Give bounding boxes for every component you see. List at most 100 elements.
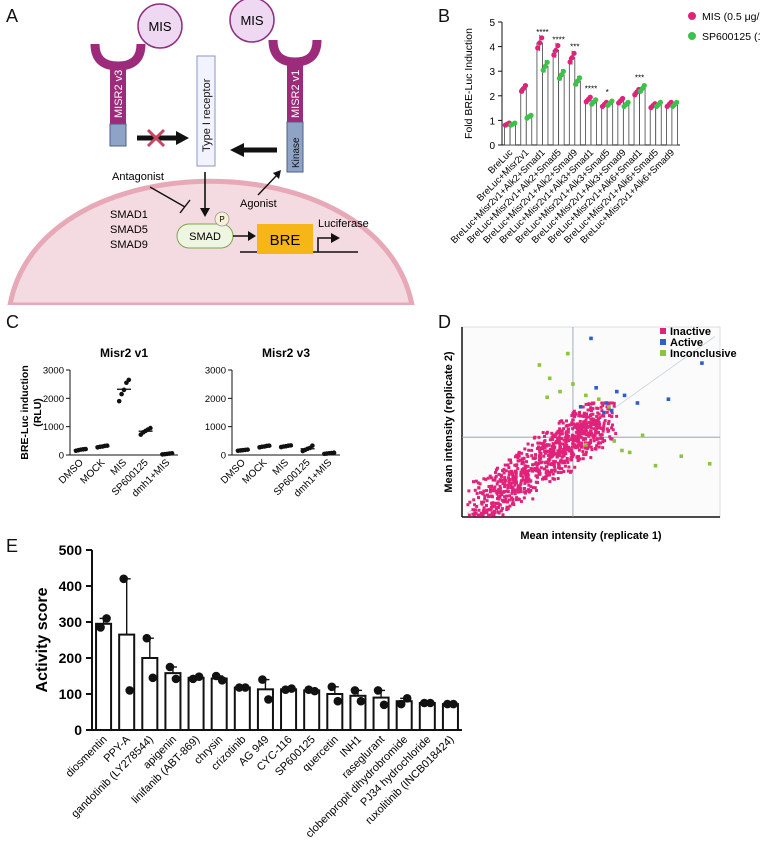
inactive-point <box>537 445 541 449</box>
inactive-point <box>563 459 567 463</box>
inactive-point <box>503 476 507 480</box>
inactive-point <box>472 498 476 502</box>
inactive-point <box>498 486 502 490</box>
inactive-point <box>481 492 485 496</box>
active-point <box>666 397 671 401</box>
inactive-point <box>536 441 540 445</box>
data-point <box>287 684 296 693</box>
y-tick-label: 3000 <box>205 366 226 377</box>
y-tick-label: 3 <box>489 67 495 78</box>
inactive-point <box>482 500 486 504</box>
inactive-point <box>557 438 561 442</box>
inactive-point <box>576 454 580 458</box>
data-point <box>544 59 550 65</box>
inactive-point <box>578 430 582 434</box>
inactive-point <box>525 460 529 464</box>
data-point <box>569 55 575 61</box>
inactive-point <box>590 419 594 423</box>
inactive-point <box>553 460 557 464</box>
inactive-point <box>581 432 585 436</box>
inactive-point <box>608 401 612 405</box>
inactive-point <box>552 446 556 450</box>
inactive-point <box>512 478 516 482</box>
inconclusive-point <box>558 389 562 394</box>
inactive-point <box>515 463 519 467</box>
inactive-point <box>526 473 530 477</box>
inactive-point <box>528 479 532 483</box>
inactive-point <box>519 481 523 485</box>
y-tick-label: 200 <box>59 650 83 666</box>
inactive-point <box>527 490 531 494</box>
inactive-point <box>535 489 539 493</box>
inactive-point <box>501 482 505 486</box>
inactive-point <box>498 484 502 488</box>
inactive-point <box>601 440 605 444</box>
data-point <box>560 68 566 74</box>
inactive-point <box>516 459 520 463</box>
inactive-point <box>481 509 485 513</box>
inactive-point <box>546 461 550 465</box>
chart-title: Misr2 v1 <box>100 346 148 360</box>
data-point <box>537 40 543 46</box>
inactive-point <box>558 440 562 444</box>
inactive-point <box>570 413 574 417</box>
inactive-point <box>535 466 539 470</box>
inactive-point <box>493 504 497 508</box>
legend-label: MIS (0.5 μg/mL) <box>702 11 760 23</box>
inactive-point <box>565 424 569 428</box>
inactive-point <box>514 472 518 476</box>
inactive-point <box>473 503 477 507</box>
panel-label-d: D <box>438 312 451 332</box>
data-point <box>571 50 577 56</box>
y-axis-label: (RLU) <box>32 398 44 427</box>
data-point <box>674 99 680 105</box>
inactive-point <box>595 418 599 422</box>
inactive-point <box>590 433 594 437</box>
bar <box>666 104 673 146</box>
inactive-point <box>594 429 598 433</box>
inactive-point <box>539 461 543 465</box>
inactive-point <box>510 470 514 474</box>
inactive-point <box>527 483 531 487</box>
inactive-point <box>576 429 580 433</box>
y-axis-label: Mean intensity (replicate 2) <box>443 351 455 493</box>
inactive-point <box>480 500 484 504</box>
inactive-point <box>566 469 570 473</box>
inactive-point <box>489 485 493 489</box>
inactive-point <box>499 478 503 482</box>
legend-label: SP600125 (12.5 μM) <box>702 31 760 43</box>
inactive-point <box>585 429 589 433</box>
inactive-point <box>598 433 602 437</box>
inactive-point <box>525 489 529 493</box>
inactive-point <box>520 468 524 472</box>
inactive-point <box>507 466 511 470</box>
inactive-point <box>589 438 593 442</box>
inactive-point <box>592 427 596 431</box>
data-point <box>333 696 343 706</box>
inactive-point <box>572 435 576 439</box>
inactive-point <box>586 408 590 412</box>
inactive-point <box>526 442 530 446</box>
inactive-point <box>562 427 566 431</box>
inactive-point <box>607 402 611 406</box>
inactive-point <box>584 425 588 429</box>
inactive-point <box>556 477 560 481</box>
inactive-point <box>610 401 614 405</box>
chart-c: Misr2 v1 0 1000 2000 3000 BRE-Luc induction (R… <box>0 305 420 525</box>
chart-e: 0 100 200 300 400 500 Activity score diosmentin… <box>0 530 470 848</box>
misr2-v3-stub <box>109 123 127 147</box>
inactive-point <box>487 485 491 489</box>
inactive-point <box>493 476 497 480</box>
data-point <box>148 425 153 431</box>
inactive-point <box>539 441 543 445</box>
data-point <box>142 633 152 643</box>
y-tick-label: 5 <box>489 18 495 29</box>
inactive-point <box>484 504 488 508</box>
bar <box>655 104 662 146</box>
inactive-point <box>582 453 586 457</box>
inactive-point <box>567 465 571 469</box>
inactive-point <box>539 456 543 460</box>
inactive-point <box>597 420 601 424</box>
inactive-point <box>548 447 552 451</box>
legend-label: Inactive <box>670 326 711 338</box>
